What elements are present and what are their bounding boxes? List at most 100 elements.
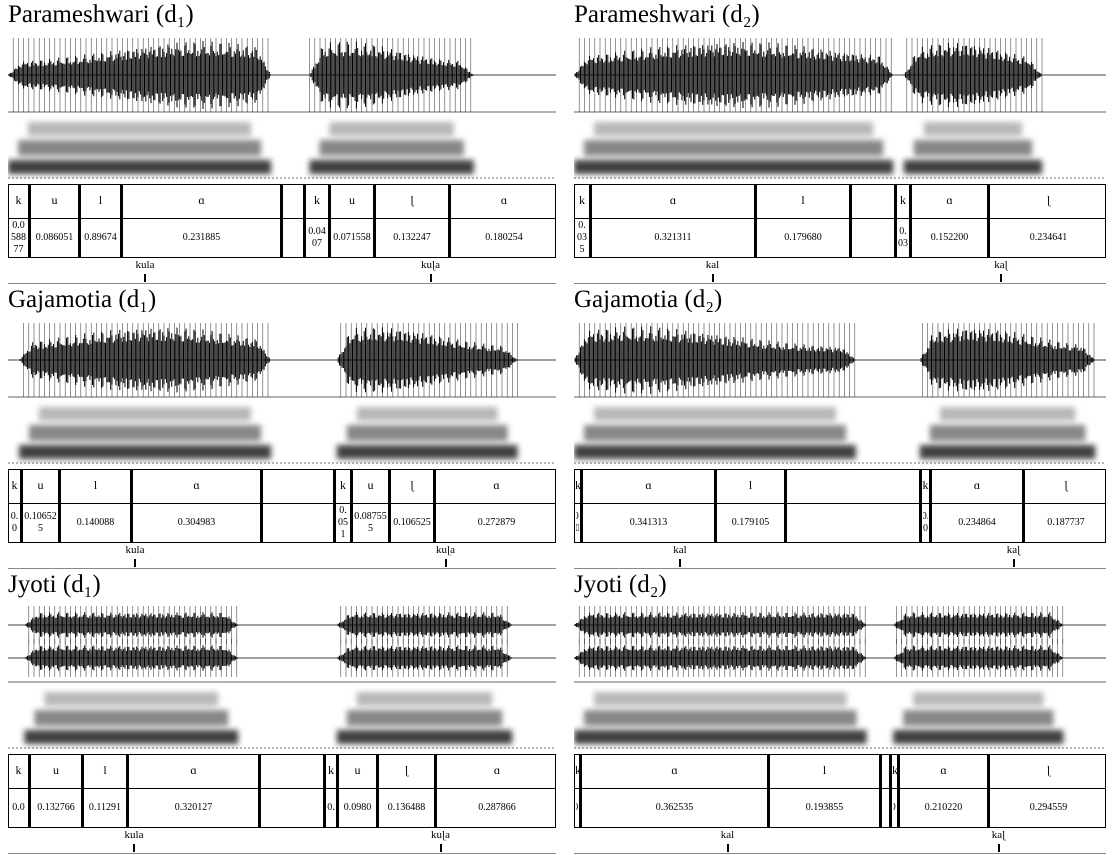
spectrogram-band xyxy=(893,730,1063,744)
spectrogram-band xyxy=(337,445,518,459)
spectrogram-band xyxy=(19,445,271,459)
word-tier-line xyxy=(8,568,556,569)
segment-cell: ɑ0.210220 xyxy=(900,755,990,827)
spectrogram-band xyxy=(24,730,238,744)
segment-cell: k0.0 xyxy=(922,470,932,542)
figure: Parameshwari (d₁)k0.058877u0.086051l0.89… xyxy=(0,0,1112,855)
segment-duration: 0.132247 xyxy=(377,219,447,257)
spectrogram-band xyxy=(8,160,271,174)
segment-cell: l0.11291 xyxy=(84,755,129,827)
segment-cell: ɭ0.187737 xyxy=(1025,470,1107,542)
segment-duration: 0.087555 xyxy=(354,504,387,542)
spectrogram-band xyxy=(904,160,1042,174)
segment-label: k xyxy=(9,478,20,493)
word-tick xyxy=(144,274,146,282)
segment-label: ɭ xyxy=(990,193,1107,208)
segment-label: l xyxy=(61,478,130,493)
segment-label: k xyxy=(922,478,929,493)
segment-duration: 0.193855 xyxy=(771,789,878,827)
spectrogram-band xyxy=(584,140,883,156)
segment-label: l xyxy=(757,193,849,208)
segment-duration: 0.086051 xyxy=(32,219,77,257)
annotation-table: k0.0ɑ0.341313l0.179105k0.0ɑ0.234864ɭ0.18… xyxy=(574,469,1106,543)
segment-duration: 0.321311 xyxy=(593,219,753,257)
word-tier-line xyxy=(574,283,1106,284)
segment-cell: l 0.140088 xyxy=(61,470,133,542)
segment-label: u xyxy=(23,478,58,493)
panel: Jyoti (d₂)k0.ɑ0.362535l0.193855k0.ɑ0.210… xyxy=(574,570,1106,855)
segment-duration: 0.272879 xyxy=(437,504,556,542)
spectrogram-band xyxy=(357,692,492,706)
word-label: kuɭa xyxy=(436,544,455,556)
spectrogram xyxy=(574,692,1063,744)
segment-duration: 0. xyxy=(893,789,896,827)
word-tick xyxy=(133,844,135,852)
segment-duration: 0.180254 xyxy=(452,219,556,257)
segment-cell: u0.132766 xyxy=(31,755,84,827)
word-tier-line xyxy=(8,283,556,284)
segment-cell: ɑ0.272879 xyxy=(436,470,557,542)
segment-duration: 0.140088 xyxy=(62,504,129,542)
spectrogram xyxy=(24,692,512,744)
segment-duration: 0.0980 xyxy=(340,789,375,827)
word-tick xyxy=(679,559,681,567)
segment-label: l xyxy=(84,763,126,778)
segment-cell: k0.0 xyxy=(9,755,31,827)
annotation-table: k0.ɑ0.362535l0.193855k0.ɑ0.210220ɭ0.2945… xyxy=(574,754,1106,828)
word-label: kula xyxy=(136,259,155,271)
spectrogram-band xyxy=(913,692,1043,706)
segment-cell: ɑ0.304983 xyxy=(133,470,263,542)
segment-label: k xyxy=(892,763,897,778)
panel: Parameshwari (d₁)k0.058877u0.086051l0.89… xyxy=(8,0,556,285)
word-label: kaɭ xyxy=(994,259,1007,271)
word-tick xyxy=(1013,559,1015,567)
spectrogram-band xyxy=(319,140,463,156)
spectrogram-band xyxy=(309,160,473,174)
segment-label: ɭ xyxy=(391,478,433,493)
segment-cell: k0.0407 xyxy=(306,185,331,257)
segment-duration: 0.179680 xyxy=(758,219,848,257)
spectrogram xyxy=(19,407,518,459)
segment-cell: k0. xyxy=(326,755,339,827)
segment-label: ɑ xyxy=(582,763,767,778)
spectrogram-band xyxy=(574,160,893,174)
segment-cell: k 0.058877 xyxy=(9,185,31,257)
segment-duration: 0.0 xyxy=(10,504,19,542)
segment-cell: l 0.179680 xyxy=(757,185,852,257)
segment-cell: ɑ0.234864 xyxy=(932,470,1025,542)
spectrogram-band xyxy=(337,730,512,744)
segment-label: u xyxy=(31,193,78,208)
word-label: kal xyxy=(721,829,734,841)
segment-label: ɑ xyxy=(912,193,987,208)
word-tick xyxy=(430,274,432,282)
segment-label: k xyxy=(9,193,28,208)
segment-cell: u 0.086051 xyxy=(31,185,81,257)
segment-duration: 0.0 xyxy=(10,789,27,827)
segment-duration: 0.231885 xyxy=(124,219,279,257)
segment-label: ɑ xyxy=(932,478,1022,493)
segment-cell: l0.89674 xyxy=(81,185,123,257)
panel-title: Gajamotia (d₂) xyxy=(574,285,722,315)
word-label: kuɭa xyxy=(421,259,440,271)
segment-label: l xyxy=(770,763,879,778)
spectrogram-band xyxy=(39,407,251,421)
spectrogram-band xyxy=(18,140,261,156)
segment-duration: 0.179105 xyxy=(718,504,783,542)
segment-duration: 0. xyxy=(327,789,335,827)
segment-duration: 0.058877 xyxy=(10,219,27,257)
segment-duration: 0. xyxy=(576,789,578,827)
panel-title: Jyoti (d₂) xyxy=(574,570,667,600)
segment-duration: 0.304983 xyxy=(134,504,259,542)
panel-title: Parameshwari (d₂) xyxy=(574,0,760,30)
segment-cell: ɑ0.321311 xyxy=(592,185,757,257)
segment-label: ɭ xyxy=(990,763,1107,778)
